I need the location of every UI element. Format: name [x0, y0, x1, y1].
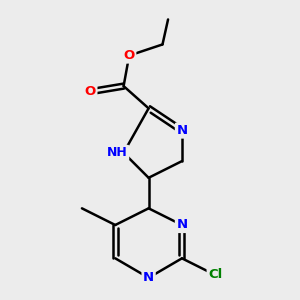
Text: N: N — [176, 124, 188, 137]
Text: NH: NH — [107, 146, 128, 159]
Text: Cl: Cl — [208, 268, 222, 281]
Text: O: O — [124, 49, 135, 62]
Text: N: N — [176, 218, 188, 232]
Text: N: N — [143, 271, 154, 284]
Text: O: O — [85, 85, 96, 98]
